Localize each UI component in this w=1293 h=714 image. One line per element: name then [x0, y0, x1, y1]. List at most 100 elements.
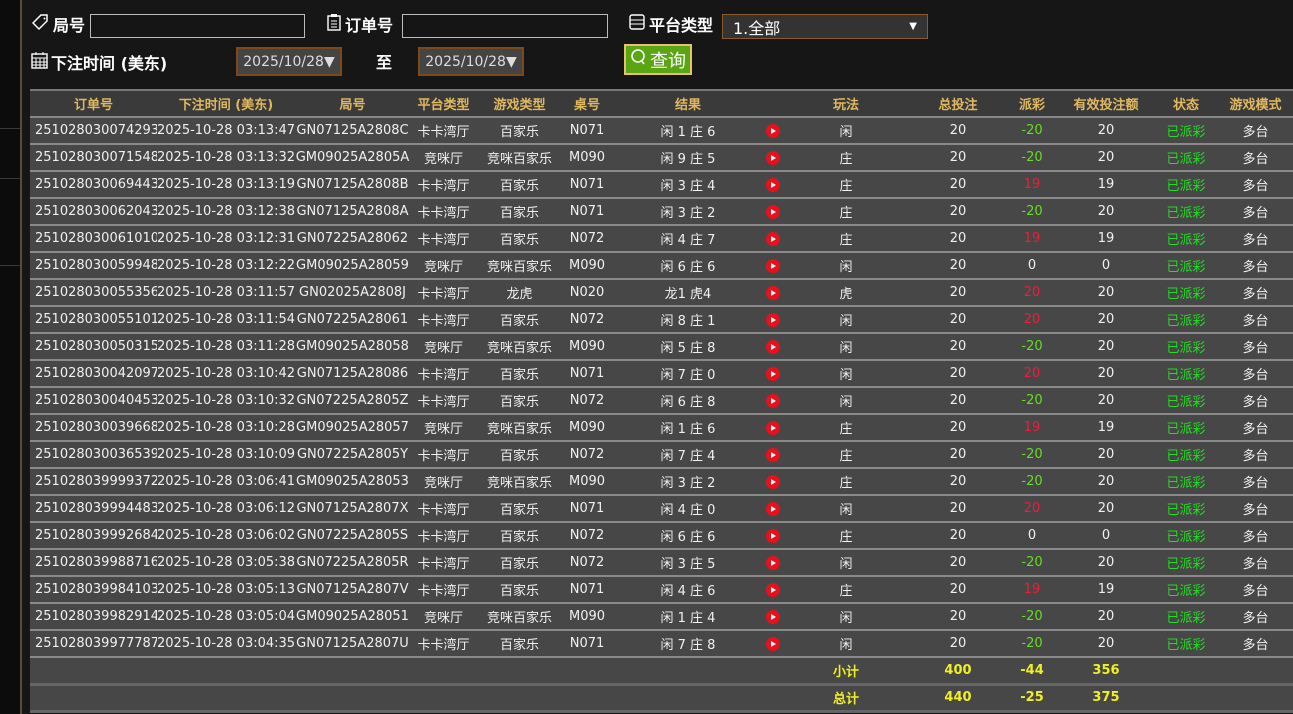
cell-total-bet: 20 — [910, 225, 1006, 253]
play-video-icon[interactable] — [766, 258, 780, 273]
cell-table-no: M090 — [562, 468, 612, 496]
cell-platform: 竞咪厅 — [410, 333, 477, 361]
cell-total-bet: 20 — [910, 495, 1006, 523]
cell-result: 闲 4 庄 6 — [612, 576, 764, 604]
cell-bet-time: 2025-10-28 03:13:32 — [157, 144, 295, 172]
cell-order-id: 251028030069443 — [30, 171, 157, 199]
play-video-icon[interactable] — [766, 420, 780, 435]
header-game-mode: 游戏模式 — [1218, 89, 1293, 118]
play-video-icon[interactable] — [766, 366, 780, 381]
cell-status: 已派彩 — [1154, 360, 1218, 388]
replay-cell — [764, 414, 782, 442]
list-icon — [628, 13, 646, 35]
cell-status: 已派彩 — [1154, 630, 1218, 658]
cell-table-no: M090 — [562, 144, 612, 172]
date-to-picker[interactable]: 2025/10/28▼ — [418, 47, 524, 76]
play-video-icon[interactable] — [766, 312, 780, 327]
cell-payout: 0 — [1006, 252, 1058, 280]
play-video-icon[interactable] — [766, 393, 780, 408]
clipboard-icon — [326, 13, 342, 35]
cell-payout: -20 — [1006, 333, 1058, 361]
replay-cell — [764, 252, 782, 280]
cell-game-type: 百家乐 — [477, 225, 562, 253]
cell-round-id: GM09025A28053 — [295, 468, 410, 496]
cell-bet-time: 2025-10-28 03:13:19 — [157, 171, 295, 199]
cell-table-no: N072 — [562, 522, 612, 550]
cell-table-no: N020 — [562, 279, 612, 307]
cell-valid-bet: 20 — [1058, 603, 1154, 631]
table-header: 订单号 下注时间 (美东) 局号 平台类型 游戏类型 桌号 结果 玩法 总投注 派彩 有效投注额 状态… — [30, 89, 1293, 118]
cell-valid-bet: 20 — [1058, 630, 1154, 658]
play-video-icon[interactable] — [766, 582, 780, 597]
play-video-icon[interactable] — [766, 204, 780, 219]
cell-payout: -20 — [1006, 117, 1058, 145]
cell-status: 已派彩 — [1154, 387, 1218, 415]
cell-game-type: 竞咪百家乐 — [477, 414, 562, 442]
play-video-icon[interactable] — [766, 177, 780, 192]
cell-order-id: 251028030050315 — [30, 333, 157, 361]
play-video-icon[interactable] — [766, 123, 780, 138]
cell-result: 闲 3 庄 4 — [612, 171, 764, 199]
subtotal-valid-bet: 356 — [1058, 657, 1154, 686]
order-input[interactable] — [402, 14, 608, 38]
cell-game-type: 百家乐 — [477, 576, 562, 604]
cell-payout: 20 — [1006, 495, 1058, 523]
cell-table-no: N071 — [562, 198, 612, 226]
cell-platform: 卡卡湾厅 — [410, 441, 477, 469]
table-row: 251028030069443 2025-10-28 03:13:19 GN0712… — [30, 171, 1293, 199]
cell-status: 已派彩 — [1154, 171, 1218, 199]
cell-bet-time: 2025-10-28 03:13:47 — [157, 117, 295, 145]
cell-order-id: 251028039994483 — [30, 495, 157, 523]
cell-valid-bet: 19 — [1058, 225, 1154, 253]
cell-total-bet: 20 — [910, 576, 1006, 604]
cell-game-mode: 多台 — [1218, 171, 1293, 199]
cell-order-id: 251028030062043 — [30, 198, 157, 226]
cell-result: 闲 5 庄 8 — [612, 333, 764, 361]
cell-round-id: GN07125A2808C — [295, 117, 410, 145]
query-button[interactable]: 查询 — [624, 44, 692, 75]
cell-bet-type: 庄 — [782, 468, 910, 496]
play-video-icon[interactable] — [766, 447, 780, 462]
cell-platform: 卡卡湾厅 — [410, 630, 477, 658]
play-video-icon[interactable] — [766, 528, 780, 543]
table-row: 251028039977787 2025-10-28 03:04:35 GN0712… — [30, 630, 1293, 658]
cell-bet-time: 2025-10-28 03:12:22 — [157, 252, 295, 280]
replay-cell — [764, 279, 782, 307]
cell-round-id: GN07125A2808A — [295, 198, 410, 226]
cell-game-type: 百家乐 — [477, 495, 562, 523]
platform-select[interactable]: 1.全部 ▼ — [722, 14, 928, 39]
replay-cell — [764, 468, 782, 496]
cell-game-type: 百家乐 — [477, 198, 562, 226]
cell-order-id: 251028030055101 — [30, 306, 157, 334]
replay-cell — [764, 441, 782, 469]
cell-game-type: 百家乐 — [477, 630, 562, 658]
replay-cell — [764, 117, 782, 145]
cell-table-no: M090 — [562, 603, 612, 631]
cell-status: 已派彩 — [1154, 441, 1218, 469]
cell-round-id: GN07125A2808B — [295, 171, 410, 199]
cell-bet-time: 2025-10-28 03:10:09 — [157, 441, 295, 469]
replay-cell — [764, 522, 782, 550]
play-video-icon[interactable] — [766, 285, 780, 300]
cell-bet-type: 庄 — [782, 198, 910, 226]
play-video-icon[interactable] — [766, 555, 780, 570]
cell-valid-bet: 19 — [1058, 171, 1154, 199]
play-video-icon[interactable] — [766, 501, 780, 516]
cell-table-no: N071 — [562, 630, 612, 658]
play-video-icon[interactable] — [766, 150, 780, 165]
cell-status: 已派彩 — [1154, 333, 1218, 361]
cell-order-id: 251028030039668 — [30, 414, 157, 442]
play-video-icon[interactable] — [766, 636, 780, 651]
cell-valid-bet: 0 — [1058, 522, 1154, 550]
table-row: 251028030062043 2025-10-28 03:12:38 GN0712… — [30, 198, 1293, 226]
play-video-icon[interactable] — [766, 339, 780, 354]
play-video-icon[interactable] — [766, 231, 780, 246]
date-from-picker[interactable]: 2025/10/28▼ — [236, 47, 342, 76]
cell-total-bet: 20 — [910, 279, 1006, 307]
round-input[interactable] — [90, 14, 305, 38]
play-video-icon[interactable] — [766, 474, 780, 489]
play-video-icon[interactable] — [766, 609, 780, 624]
empty-cell — [30, 684, 782, 713]
cell-game-type: 竞咪百家乐 — [477, 144, 562, 172]
cell-table-no: N072 — [562, 306, 612, 334]
